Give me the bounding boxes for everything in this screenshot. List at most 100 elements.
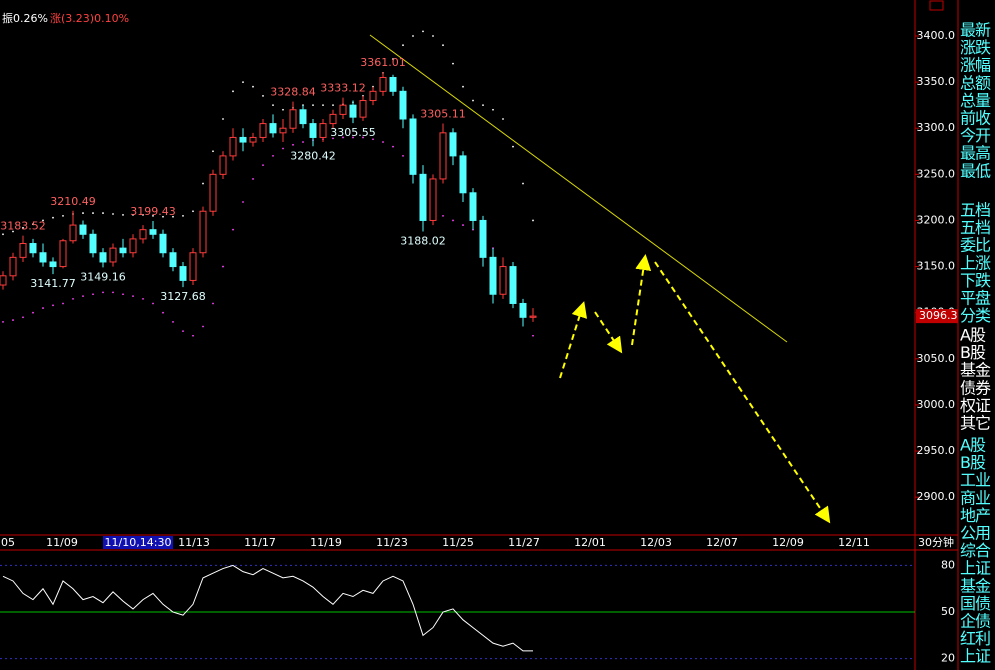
- lower-band-dot: [132, 295, 134, 297]
- upper-band-dot: [2, 233, 4, 236]
- extreme-label: 3210.49: [50, 195, 96, 208]
- lower-band-dot: [192, 334, 194, 337]
- side-label: 上证: [960, 559, 991, 578]
- upper-band-dot: [432, 35, 434, 37]
- lower-band-dot: [142, 297, 144, 300]
- lower-band-dot: [222, 265, 224, 268]
- upper-band-dot: [322, 104, 324, 107]
- lower-band-dot: [292, 143, 294, 146]
- y-tick-label: 3350.0: [917, 75, 956, 88]
- candle-body: [19, 243, 27, 258]
- y-tick-label: 2900.0: [917, 490, 956, 503]
- upper-band-dot: [12, 230, 14, 233]
- x-tick-label: 11/19: [310, 536, 342, 549]
- y-tick-label: 3050.0: [917, 352, 956, 365]
- lower-band-dot: [22, 316, 24, 319]
- upper-band-dot: [92, 212, 94, 214]
- side-label: 综合: [960, 541, 991, 560]
- lower-band-dot: [282, 147, 284, 150]
- side-label: 平盘: [960, 289, 991, 308]
- side-label: 工业: [960, 471, 991, 490]
- extreme-label: 3141.77: [30, 277, 76, 290]
- upper-band-dot: [282, 108, 284, 111]
- upper-band-dot: [112, 213, 114, 215]
- side-label: 权证: [960, 396, 991, 415]
- candle-body: [39, 252, 47, 263]
- lower-band-dot: [102, 291, 104, 294]
- upper-band-dot: [332, 104, 334, 107]
- extreme-label: 3280.42: [290, 149, 336, 162]
- osc-tick-label: 50: [941, 605, 955, 618]
- upper-band-dot: [472, 99, 474, 102]
- x-tick-label: 12/07: [706, 536, 738, 549]
- lower-band-dot: [52, 304, 54, 307]
- side-label: 下跌: [960, 271, 991, 290]
- extreme-label: 3127.68: [160, 290, 206, 303]
- candle-body: [149, 229, 157, 235]
- candle-body: [529, 315, 537, 318]
- side-label: 总量: [960, 91, 991, 110]
- candle-body: [29, 243, 37, 254]
- x-tick-label: 05: [1, 536, 15, 549]
- candle-body: [9, 256, 17, 277]
- lower-band-dot: [12, 319, 14, 321]
- lower-band-dot: [332, 137, 334, 140]
- side-label: B股: [960, 453, 986, 472]
- upper-band-dot: [462, 85, 464, 88]
- upper-band-dot: [52, 216, 54, 219]
- lower-band-dot: [72, 297, 74, 300]
- candle-body: [359, 100, 367, 118]
- side-label: 债券: [960, 378, 991, 397]
- upper-band-dot: [412, 35, 414, 37]
- upper-band-dot: [102, 212, 104, 214]
- candle-body: [409, 118, 417, 175]
- candle-body: [519, 302, 527, 318]
- upper-band-dot: [32, 223, 34, 226]
- upper-band-dot: [522, 182, 524, 185]
- lower-band-dot: [162, 311, 164, 314]
- upper-band-dot: [442, 44, 444, 47]
- candle-body: [349, 104, 357, 118]
- lower-band-dot: [442, 214, 444, 217]
- extreme-label: 3333.12: [320, 82, 366, 95]
- candle-body: [379, 76, 387, 92]
- upper-band-dot: [142, 214, 144, 216]
- cursor-label: 11/10,14:30: [105, 536, 172, 549]
- upper-band-dot: [22, 226, 24, 229]
- side-label: 最新: [960, 21, 991, 40]
- side-label: 国债: [960, 594, 991, 613]
- candle-body: [459, 155, 467, 194]
- side-label: 五档: [960, 201, 990, 220]
- candle-body: [479, 219, 487, 258]
- extreme-label: 3149.16: [80, 270, 126, 283]
- price-box: [916, 309, 958, 324]
- lower-band-dot: [532, 334, 534, 337]
- side-label: 红利: [960, 629, 990, 648]
- upper-band-dot: [152, 214, 154, 217]
- y-tick-label: 3400.0: [917, 29, 956, 42]
- side-label: 前收: [960, 109, 991, 128]
- oscillator-line: [2, 564, 533, 652]
- candle-body: [179, 266, 187, 281]
- candle-body: [189, 252, 197, 281]
- candle-body: [109, 247, 117, 263]
- candle-body: [89, 233, 97, 254]
- candle-body: [289, 109, 297, 129]
- side-label: 今开: [960, 126, 991, 145]
- side-label: 基金: [960, 576, 991, 595]
- upper-band-dot: [122, 214, 124, 216]
- side-label: 商业: [960, 488, 991, 507]
- lower-band-dot: [362, 136, 364, 139]
- lower-band-dot: [2, 321, 4, 323]
- candle-body: [119, 247, 127, 254]
- side-label: 企债: [960, 612, 991, 631]
- candle-body: [279, 127, 287, 134]
- upper-band-dot: [482, 104, 484, 107]
- lower-band-dot: [372, 138, 374, 141]
- amplitude: 振0.26%: [2, 11, 48, 25]
- candle-body: [159, 233, 167, 254]
- side-label: B股: [960, 343, 986, 362]
- candle-body: [129, 238, 137, 254]
- side-label: 最高: [960, 144, 990, 163]
